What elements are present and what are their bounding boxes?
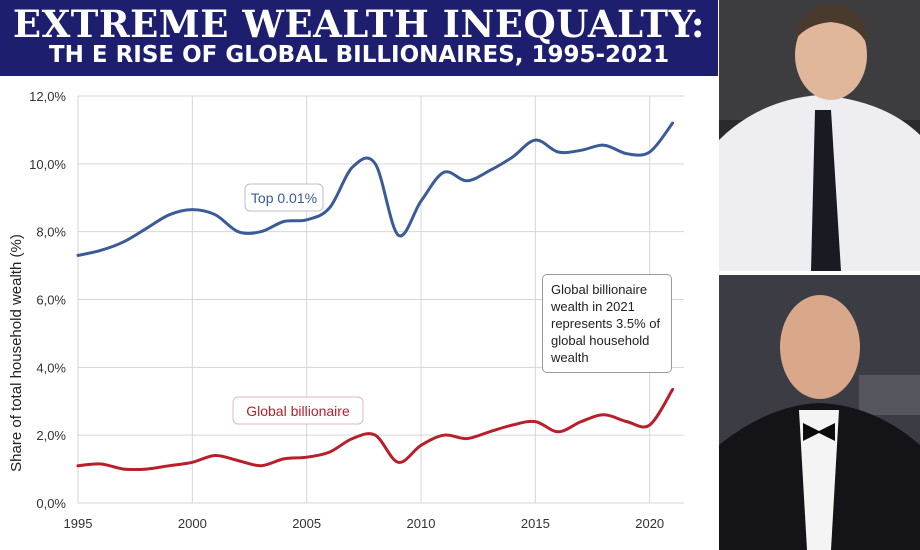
x-axis-ticks: 1995 2000 2005 2010 2015 2020 [64, 516, 665, 531]
y-tick-label: 2,0% [36, 428, 66, 443]
chart-grid [77, 95, 684, 504]
y-tick-label: 0,0% [36, 496, 66, 511]
y-axis-label: Share of total household wealth (%) [8, 234, 25, 472]
annotation-callout: Global billionaire wealth in 2021 repres… [542, 274, 672, 373]
y-tick-label: 6,0% [36, 293, 66, 308]
x-tick-label: 2020 [635, 516, 664, 531]
series-layer [76, 121, 675, 472]
label-top: Top 0.01% [244, 183, 324, 212]
y-tick-label: 10,0% [29, 157, 66, 172]
line-chart: 0,0% 2,0% 4,0% 6,0% 8,0% 10,0% 12,0% 1995 2000 2… [8, 89, 684, 531]
series-line-billionaire [76, 387, 675, 472]
x-tick-label: 2000 [178, 516, 207, 531]
page-subtitle: TH E RISE OF GLOBAL BILLIONAIRES, 1995-2… [48, 42, 670, 68]
y-tick-label: 12,0% [29, 89, 66, 104]
series-label-top: Top 0.01% [251, 190, 317, 206]
photo-man-white-shirt [719, 0, 920, 271]
y-tick-label: 4,0% [36, 360, 66, 375]
x-tick-label: 1995 [64, 516, 93, 531]
page-title: EXTREME WEALTH INEQUALTY: [12, 2, 706, 46]
header-banner [0, 0, 718, 76]
series-line-top [76, 121, 675, 257]
series-label-billionaire: Global billionaire [246, 403, 350, 419]
label-billionaire: Global billionaire [232, 396, 364, 425]
x-tick-label: 2015 [521, 516, 550, 531]
y-tick-label: 8,0% [36, 225, 66, 240]
x-tick-label: 2010 [407, 516, 436, 531]
y-axis-ticks: 0,0% 2,0% 4,0% 6,0% 8,0% 10,0% 12,0% [29, 89, 66, 511]
photo-bald-man-tuxedo [719, 275, 920, 550]
x-tick-label: 2005 [292, 516, 321, 531]
